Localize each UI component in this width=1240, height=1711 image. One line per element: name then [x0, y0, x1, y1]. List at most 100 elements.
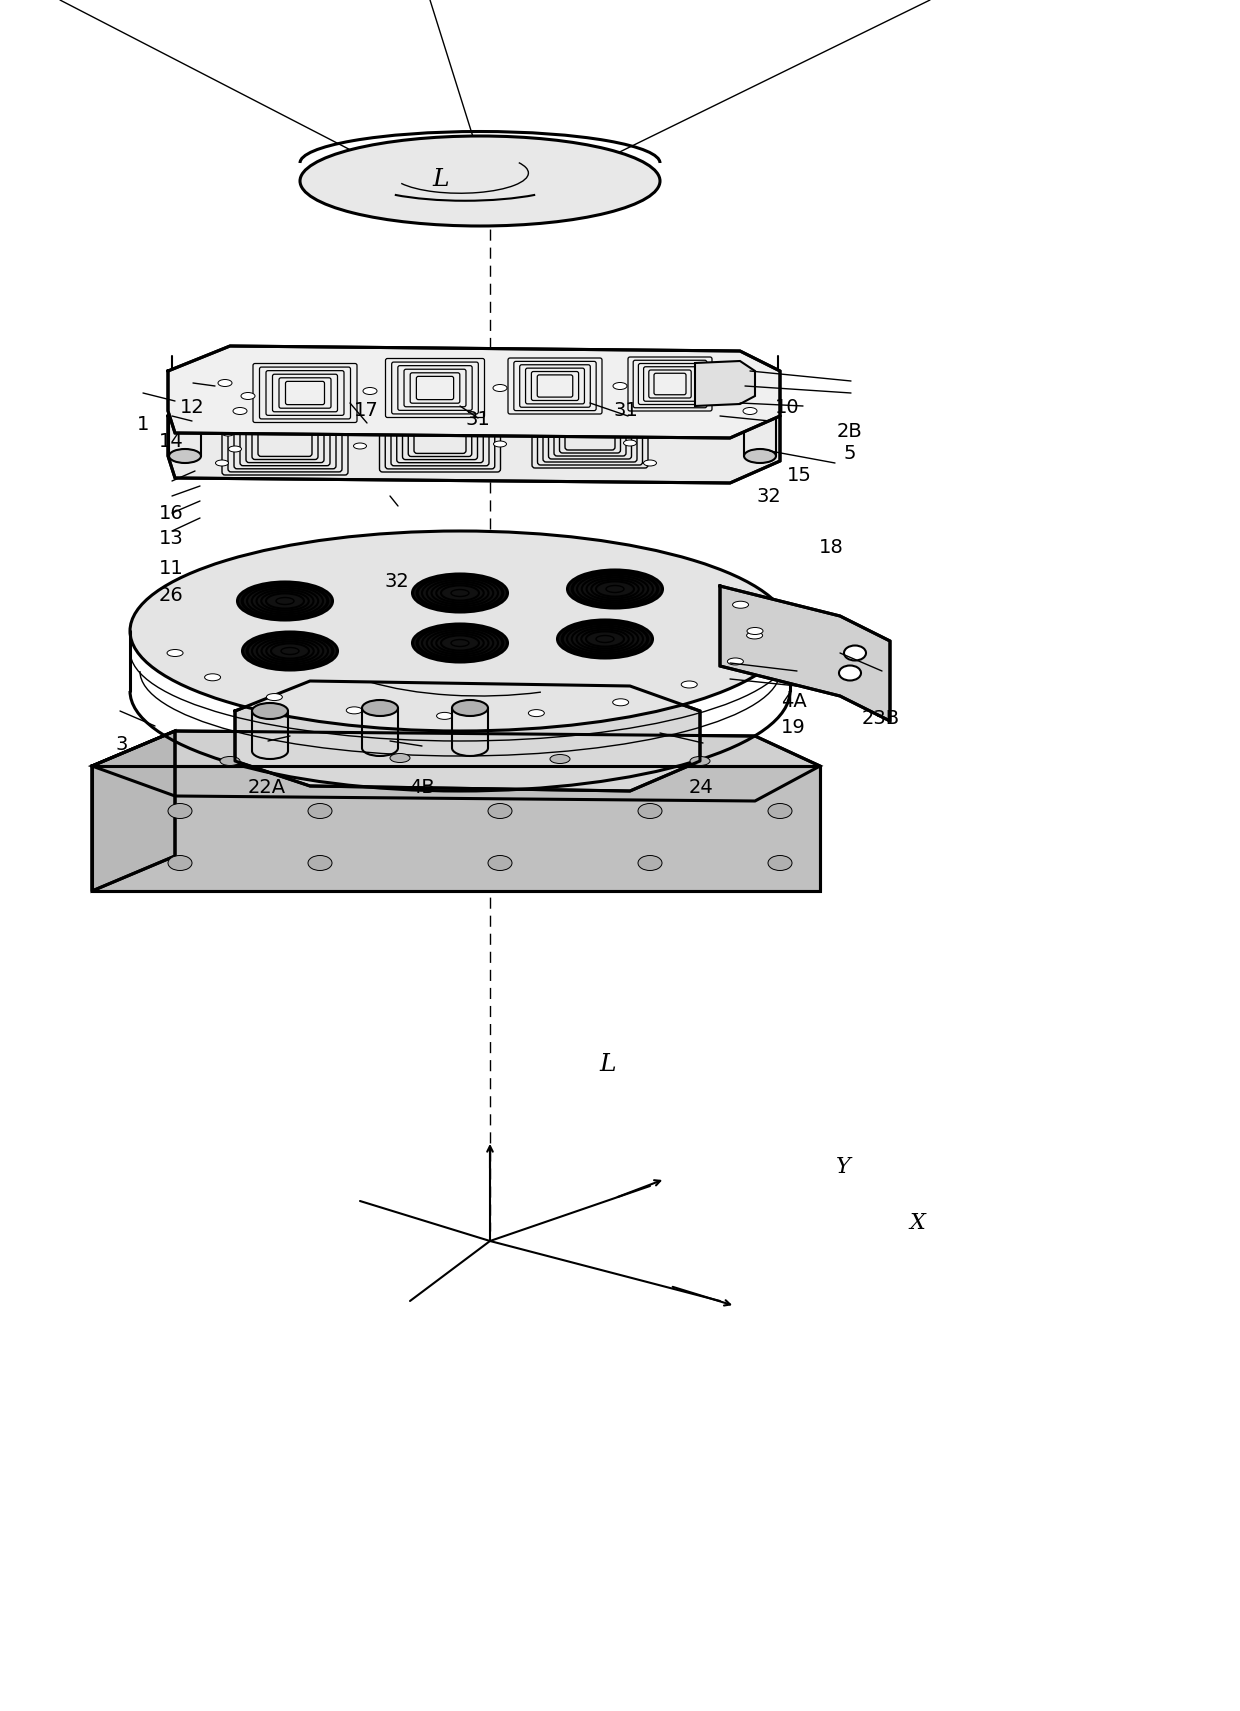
Ellipse shape	[644, 460, 656, 465]
Ellipse shape	[308, 856, 332, 871]
Ellipse shape	[451, 640, 469, 647]
Ellipse shape	[216, 460, 228, 465]
Ellipse shape	[308, 804, 332, 818]
Text: 4A: 4A	[781, 691, 806, 712]
Text: 22A: 22A	[248, 777, 285, 797]
Ellipse shape	[746, 628, 763, 635]
Text: 1: 1	[136, 414, 149, 435]
Ellipse shape	[494, 441, 506, 447]
Ellipse shape	[436, 712, 453, 719]
Text: 32: 32	[756, 486, 781, 506]
Ellipse shape	[768, 804, 792, 818]
Ellipse shape	[277, 597, 294, 604]
Ellipse shape	[205, 674, 221, 681]
Ellipse shape	[169, 448, 201, 464]
Ellipse shape	[839, 666, 861, 681]
Text: X: X	[910, 1213, 925, 1234]
Ellipse shape	[167, 856, 192, 871]
Text: 10: 10	[775, 397, 800, 417]
Ellipse shape	[219, 756, 241, 765]
Ellipse shape	[596, 635, 614, 643]
Ellipse shape	[494, 385, 507, 392]
Text: 31: 31	[614, 400, 639, 421]
Ellipse shape	[241, 392, 255, 399]
Polygon shape	[92, 731, 175, 891]
Ellipse shape	[489, 804, 512, 818]
Polygon shape	[167, 392, 780, 483]
Ellipse shape	[528, 710, 544, 717]
Text: 24: 24	[688, 777, 713, 797]
Text: 31: 31	[465, 409, 490, 429]
Ellipse shape	[639, 804, 662, 818]
Text: 19: 19	[781, 717, 806, 737]
Ellipse shape	[639, 856, 662, 871]
Ellipse shape	[451, 590, 469, 597]
Ellipse shape	[353, 443, 367, 448]
Ellipse shape	[489, 856, 512, 871]
Ellipse shape	[558, 619, 652, 659]
Ellipse shape	[681, 681, 697, 688]
Ellipse shape	[233, 407, 247, 414]
Text: 13: 13	[159, 529, 184, 549]
Text: 3: 3	[115, 734, 128, 755]
Ellipse shape	[172, 404, 205, 417]
Text: 2B: 2B	[837, 421, 862, 441]
Text: L: L	[599, 1052, 616, 1076]
Ellipse shape	[689, 756, 711, 765]
Ellipse shape	[551, 755, 570, 763]
Polygon shape	[92, 767, 820, 891]
Ellipse shape	[568, 570, 662, 607]
Polygon shape	[167, 346, 780, 438]
Ellipse shape	[746, 404, 777, 417]
Ellipse shape	[768, 856, 792, 871]
Polygon shape	[236, 681, 701, 790]
Ellipse shape	[130, 530, 790, 731]
Ellipse shape	[363, 387, 377, 395]
Ellipse shape	[222, 429, 234, 436]
Ellipse shape	[362, 700, 398, 715]
Text: Y: Y	[836, 1157, 851, 1177]
Text: 11: 11	[159, 558, 184, 578]
Text: 17: 17	[353, 400, 378, 421]
Ellipse shape	[738, 378, 751, 385]
Ellipse shape	[624, 440, 636, 447]
Text: 32: 32	[384, 571, 409, 592]
Text: 18: 18	[818, 537, 843, 558]
Ellipse shape	[238, 582, 332, 619]
Ellipse shape	[281, 647, 299, 655]
Ellipse shape	[228, 447, 242, 452]
Ellipse shape	[167, 804, 192, 818]
Ellipse shape	[733, 601, 749, 607]
Polygon shape	[694, 361, 755, 406]
Ellipse shape	[267, 693, 283, 700]
Polygon shape	[720, 585, 890, 720]
Ellipse shape	[744, 448, 776, 464]
Ellipse shape	[243, 631, 337, 671]
Text: 14: 14	[159, 431, 184, 452]
Ellipse shape	[252, 703, 288, 719]
Ellipse shape	[613, 383, 627, 390]
Ellipse shape	[606, 585, 624, 592]
Ellipse shape	[746, 631, 763, 638]
Text: 16: 16	[159, 503, 184, 524]
Ellipse shape	[167, 650, 184, 657]
Ellipse shape	[413, 573, 507, 613]
Text: 5: 5	[843, 443, 856, 464]
Ellipse shape	[300, 135, 660, 226]
Ellipse shape	[391, 753, 410, 763]
Text: 4B: 4B	[409, 777, 434, 797]
Ellipse shape	[639, 428, 651, 435]
Ellipse shape	[613, 698, 629, 705]
Text: L: L	[432, 168, 449, 192]
Ellipse shape	[413, 625, 507, 662]
Text: 26: 26	[159, 585, 184, 606]
Text: 12: 12	[180, 397, 205, 417]
Ellipse shape	[844, 645, 866, 660]
Text: 15: 15	[787, 465, 812, 486]
Ellipse shape	[218, 380, 232, 387]
Polygon shape	[92, 731, 820, 801]
Ellipse shape	[453, 700, 489, 715]
Ellipse shape	[346, 707, 362, 713]
Ellipse shape	[728, 659, 744, 666]
Text: 23B: 23B	[862, 708, 899, 729]
